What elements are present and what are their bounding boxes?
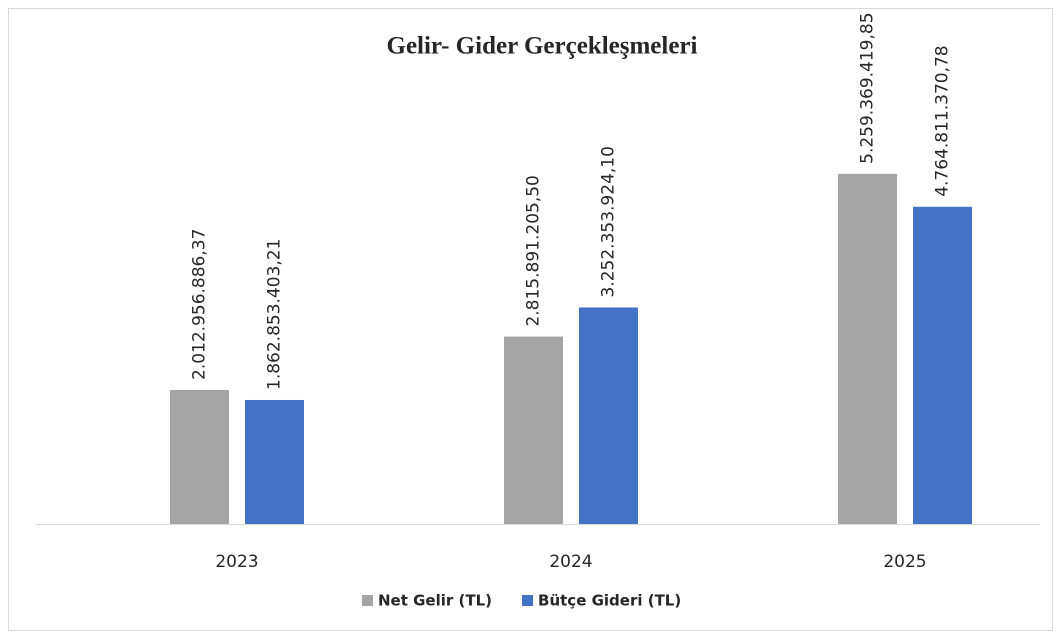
value-label: 2.815.891.205,50 [524, 175, 544, 326]
legend-label: Net Gelir (TL) [378, 592, 492, 610]
legend-swatch [522, 595, 534, 606]
bar [170, 389, 229, 524]
bar [245, 399, 304, 524]
bar [579, 307, 638, 524]
value-label: 5.259.369.419,85 [858, 12, 878, 163]
chart-title: Gelir- Gider Gerçekleşmeleri [387, 33, 698, 60]
legend-label: Bütçe Gideri (TL) [538, 592, 681, 610]
x-tick-label: 2025 [883, 552, 926, 572]
value-label: 3.252.353.924,10 [599, 146, 619, 297]
value-label: 4.764.811.370,78 [933, 45, 953, 196]
bar [913, 206, 972, 525]
value-label: 2.012.956.886,37 [190, 229, 210, 380]
bar [838, 173, 897, 524]
legend-swatch [362, 595, 373, 606]
x-tick-label: 2023 [215, 552, 258, 572]
value-label: 1.862.853.403,21 [265, 239, 285, 390]
x-tick-label: 2024 [549, 552, 592, 572]
bar [504, 336, 563, 524]
